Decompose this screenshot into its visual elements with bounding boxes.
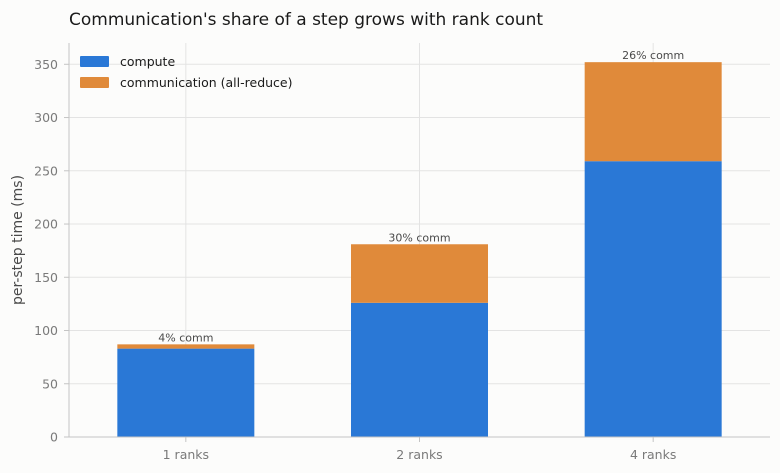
y-tick-label: 200 — [34, 217, 58, 232]
y-tick-label: 150 — [34, 270, 58, 285]
legend-label-communication: communication (all-reduce) — [120, 75, 293, 90]
bar-data-label: 4% comm — [158, 331, 213, 344]
bar-compute — [351, 302, 488, 437]
x-tick-label: 2 ranks — [396, 447, 442, 462]
y-tick-label: 350 — [34, 57, 58, 72]
legend-label-compute: compute — [120, 54, 175, 69]
bars-layer — [117, 62, 722, 437]
x-tick-label: 1 ranks — [163, 447, 209, 462]
chart-title: Communication's share of a step grows wi… — [69, 10, 543, 30]
y-axis-label: per-step time (ms) — [10, 175, 26, 305]
legend: compute communication (all-reduce) — [80, 54, 293, 90]
bar-compute — [584, 161, 722, 437]
legend-swatch-compute — [80, 56, 109, 67]
bar-communication — [584, 62, 722, 162]
labels-layer: 4% comm 30% comm 26% comm — [158, 49, 684, 344]
y-tick-label: 100 — [34, 323, 58, 338]
bar-data-label: 26% comm — [622, 49, 684, 62]
y-tick-label: 0 — [50, 430, 58, 445]
y-tick-label: 300 — [34, 110, 58, 125]
bar-communication — [351, 244, 488, 303]
y-tick-label: 50 — [42, 376, 58, 391]
bar-compute — [117, 348, 255, 437]
bar-communication — [117, 344, 255, 349]
bar-data-label: 30% comm — [388, 231, 450, 244]
axes-layer: 0 50 100 150 200 250 300 350 1 ranks 2 ranks 4 ran… — [34, 43, 770, 462]
y-tick-label: 250 — [34, 163, 58, 178]
x-tick-label: 4 ranks — [630, 447, 676, 462]
legend-swatch-communication — [80, 77, 109, 88]
